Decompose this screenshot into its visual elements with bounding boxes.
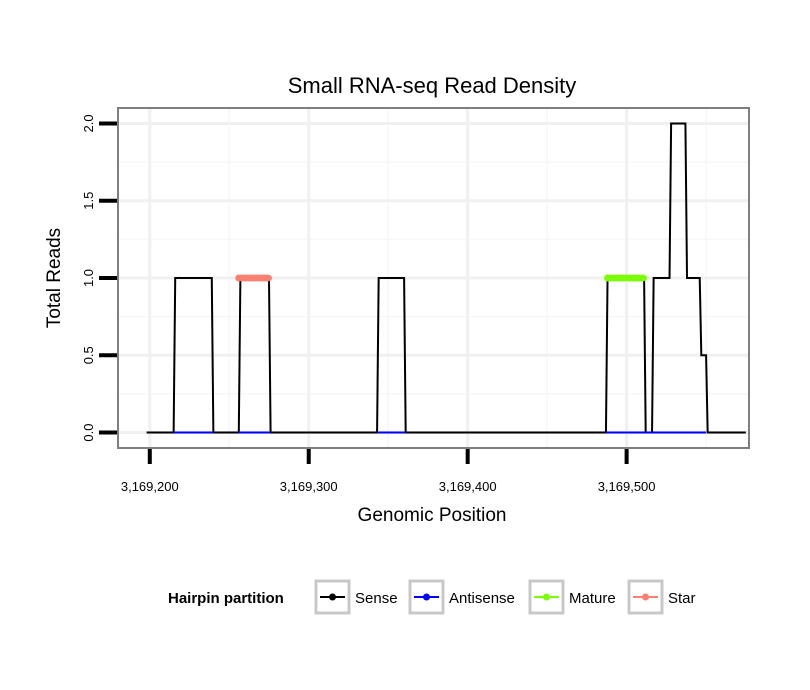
x-tick-label: 3,169,400 [439, 479, 497, 494]
y-tick-label: 0.5 [81, 346, 96, 364]
y-tick-label: 1.5 [81, 192, 96, 210]
y-axis: 0.0 0.5 1.0 1.5 2.0 [81, 114, 117, 442]
legend-label-antisense: Antisense [449, 590, 515, 607]
y-tick-label: 2.0 [81, 114, 96, 132]
legend-key-point [543, 593, 550, 601]
series-line-sense [146, 122, 746, 434]
legend-label-star: Star [668, 590, 696, 607]
legend-key-point [423, 593, 430, 601]
y-tick-label: 1.0 [81, 269, 96, 287]
legend-key-point [329, 593, 336, 601]
legend-key-point [642, 593, 649, 601]
x-axis: 3,169,200 3,169,300 3,169,400 3,169,500 [121, 449, 656, 494]
legend-title: Hairpin partition [168, 590, 284, 607]
x-tick-label: 3,169,300 [280, 479, 338, 494]
legend-label-sense: Sense [355, 590, 398, 607]
chart-title: Small RNA-seq Read Density [288, 73, 577, 98]
x-axis-title: Genomic Position [358, 505, 507, 526]
series-point-star [263, 274, 271, 282]
x-tick-label: 3,169,500 [598, 479, 656, 494]
legend-label-mature: Mature [569, 590, 616, 607]
series-layer [146, 122, 746, 434]
y-axis-title: Total Reads [44, 228, 65, 328]
y-tick-label: 0.0 [81, 424, 96, 442]
x-tick-label: 3,169,200 [121, 479, 179, 494]
legend: Hairpin partition Sense Antisense Mature St… [168, 579, 696, 615]
plot-panel-border [117, 107, 750, 449]
series-point-mature [639, 274, 647, 282]
